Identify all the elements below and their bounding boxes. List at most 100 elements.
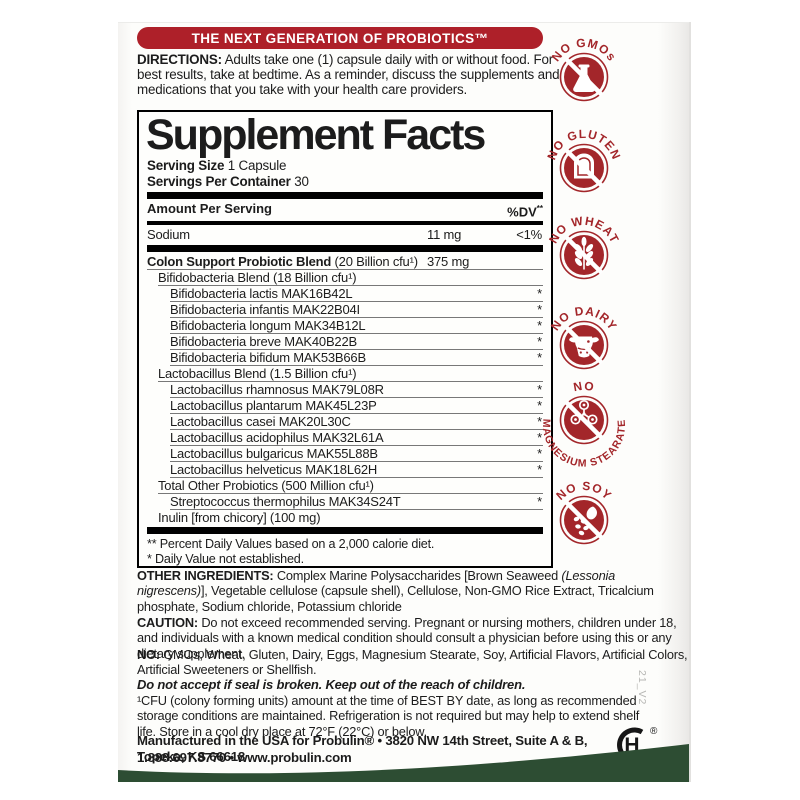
slash-overlay [564,400,604,440]
ingredient-dv: * [537,350,542,366]
svg-text:NO: NO [572,379,595,395]
table-row: Streptococcus thermophilus MAK34S24T * [170,494,543,511]
table-row: Bifidobacteria breve MAK40B22B * [170,334,543,351]
table-row: Bifidobacteria infantis MAK22B04I * [170,302,543,319]
directions-label: DIRECTIONS: [137,52,222,67]
ingredient-dv: * [537,446,542,462]
ingredient-name: Lactobacillus Blend (1.5 Billion cfu¹) [158,366,357,382]
ingredient-name: Bifidobacteria longum MAK34B12L [170,318,366,334]
cfu-footnote: ¹CFU (colony forming units) amount at th… [137,693,640,739]
slash-overlay [564,500,604,540]
table-row: Bifidobacteria bifidum MAK53B66B * [170,350,543,367]
divider-thick [147,245,543,253]
other-ingredients-text-cont: ], Vegetable cellulose (capsule shell), … [137,583,654,614]
ingredient-dv: * [537,382,542,398]
caution-label: CAUTION: [137,615,198,630]
product-label: THE NEXT GENERATION OF PROBIOTICS™ DIREC… [118,22,689,782]
table-row: Bifidobacteria Blend (18 Billion cfu¹) [158,270,543,287]
ingredient-dv: * [537,398,542,414]
table-row: Lactobacillus helveticus MAK18L62H * [170,462,543,479]
green-bottom-wave [118,744,689,782]
badge-no-dairy: NO DAIRY [548,304,619,370]
nutrient-dv: <1% [516,227,542,243]
table-row: Lactobacillus bulgaricus MAK55L88B * [170,446,543,463]
ingredient-name: Bifidobacteria infantis MAK22B04I [170,302,360,318]
ingredient-name: Bifidobacteria lactis MAK16B42L [170,286,353,302]
manufacturer-line: Manufactured in the USA for Probulin® • … [137,733,588,764]
table-row: Colon Support Probiotic Blend (20 Billio… [147,254,543,271]
ingredient-name: Lactobacillus helveticus MAK18L62H [170,462,378,478]
directions-paragraph: DIRECTIONS: Adults take one (1) capsule … [137,52,569,98]
probiotic-rows: Colon Support Probiotic Blend (20 Billio… [147,254,543,525]
badge-ring [559,143,609,193]
badge-ring [559,495,609,545]
badge-no-gluten: NO GLUTEN [544,127,623,193]
table-row: Total Other Probiotics (500 Million cfu¹… [158,478,543,495]
ingredient-amount: 375 mg [427,254,470,270]
table-row: Lactobacillus rhamnosus MAK79L08R * [170,382,543,399]
badge-ring [559,230,609,280]
facts-footnotes: ** Percent Daily Values based on a 2,000… [147,537,543,566]
ingredient-name: Bifidobacteria Blend (18 Billion cfu¹) [158,270,357,286]
badge-no-gmos: NO GMOs [549,36,618,102]
badge-no-soy: NO SOY [553,479,614,545]
slash-overlay [564,148,604,188]
serving-size-value: 1 Capsule [224,158,287,173]
ingredient-dv: * [537,286,542,302]
servings-per-container-line: Servings Per Container 30 [147,174,543,190]
ingredient-name: Colon Support Probiotic Blend (20 Billio… [147,254,418,270]
divider-medium [147,221,543,226]
amount-header-label: Amount Per Serving [147,201,272,216]
table-row: Lactobacillus acidophilus MAK32L61A * [170,430,543,447]
amount-per-serving-header: Amount Per Serving %DV** [147,201,543,219]
serving-size-line: Serving Size 1 Capsule [147,158,543,174]
ingredient-dv: * [537,318,542,334]
tagline-text: THE NEXT GENERATION OF PROBIOTICS™ [191,30,489,46]
caution-paragraph: CAUTION: Do not exceed recommended servi… [137,615,689,661]
other-ingredients-text: Complex Marine Polysaccharides [Brown Se… [273,568,562,583]
other-ingredients-label: OTHER INGREDIENTS: [137,568,274,583]
directions-text: Adults take one (1) capsule daily with o… [137,52,560,97]
ingredient-name: Streptococcus thermophilus MAK34S24T [170,494,401,510]
caution-text: Do not exceed recommended serving. Pregn… [137,615,677,661]
ingredient-dv: * [537,414,542,430]
footnote-dv-not-established: * Daily Value not established. [147,551,304,566]
ingredient-name: Inulin [from chicory] (100 mg) [158,510,321,526]
table-row: Lactobacillus Blend (1.5 Billion cfu¹) [158,366,543,383]
svg-text:NO SOY: NO SOY [553,479,614,503]
badge-no-wheat: NO WHEAT [546,214,621,280]
ingredient-dv: * [537,494,542,510]
ingredient-dv: * [537,462,542,478]
ingredient-name: Lactobacillus bulgaricus MAK55L88B [170,446,378,462]
supplement-facts-title: Supplement Facts [146,111,486,159]
table-row: Inulin [from chicory] (100 mg) [158,510,543,525]
tagline-banner: THE NEXT GENERATION OF PROBIOTICS™ [137,27,543,49]
latin-name: (Lessonia nigrescens) [137,568,616,599]
dv-header-label: %DV** [507,204,543,220]
ingredient-dv: * [537,334,542,350]
badge-ring [559,52,609,102]
free-of-text: GMOs, Wheat, Gluten, Dairy, Eggs, Magnes… [137,647,688,678]
ingredient-name: Total Other Probiotics (500 Million cfu¹… [158,478,374,494]
slash-overlay [564,235,604,275]
divider-thick [147,192,543,199]
servings-value: 30 [290,173,309,189]
table-row: Bifidobacteria lactis MAK16B42L * [170,286,543,303]
slash-overlay [564,325,604,365]
supplement-facts-panel: Supplement Facts Serving Size 1 Capsule … [137,110,553,568]
free-of-paragraph: NO: GMOs, Wheat, Gluten, Dairy, Eggs, Ma… [137,647,689,678]
sodium-row: Sodium 11 mg <1% [147,227,543,242]
badge-ring [559,320,609,370]
serving-size-label: Serving Size [147,158,225,173]
table-row: Lactobacillus plantarum MAK45L23P * [170,398,543,415]
servings-label: Servings Per Container [147,173,291,189]
ingredient-name: Bifidobacteria breve MAK40B22B [170,334,357,350]
free-of-label: NO: [137,647,160,662]
soy-icon [573,506,598,536]
ingredient-name: Lactobacillus acidophilus MAK32L61A [170,430,384,446]
svg-text:®: ® [650,726,658,737]
ingredient-name: Lactobacillus plantarum MAK45L23P [170,398,377,414]
nutrient-amount: 11 mg [427,227,462,243]
ingredient-name: Lactobacillus casei MAK20L30C [170,414,351,430]
